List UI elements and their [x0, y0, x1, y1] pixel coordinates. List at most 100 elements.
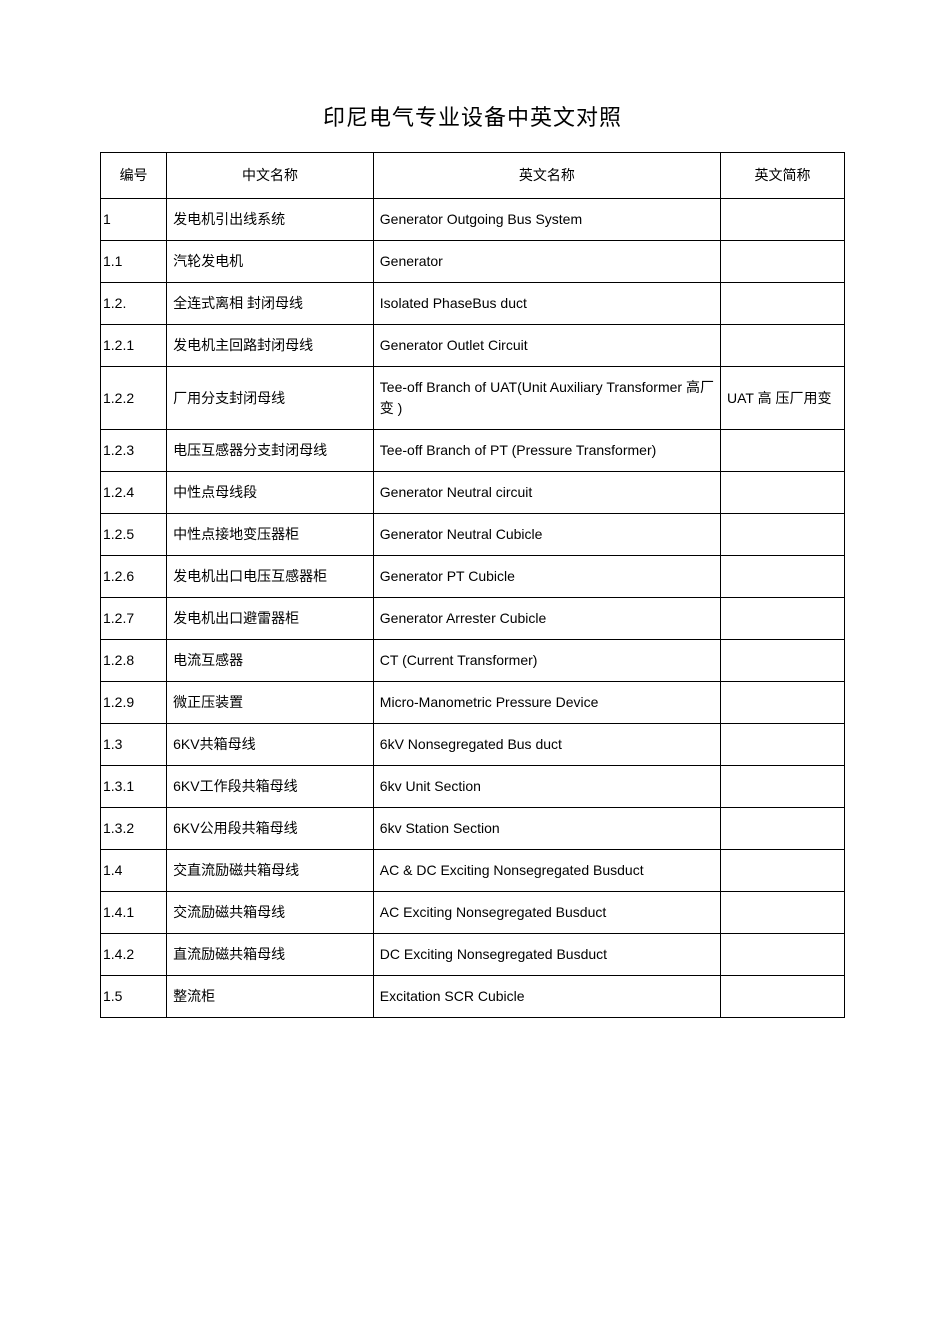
- table-row: 1.4.1 交流励磁共箱母线 AC Exciting Nonsegregated…: [101, 892, 845, 934]
- cell-english: Generator PT Cubicle: [373, 556, 720, 598]
- cell-id: 1.3.1: [101, 766, 167, 808]
- cell-abbrev: [720, 892, 844, 934]
- cell-chinese: 汽轮发电机: [167, 241, 374, 283]
- table-row: 1.3.1 6KV工作段共箱母线 6kv Unit Section: [101, 766, 845, 808]
- cell-english: Generator Outgoing Bus System: [373, 199, 720, 241]
- cell-abbrev: [720, 199, 844, 241]
- table-row: 1.2. 全连式离相 封闭母线 Isolated PhaseBus duct: [101, 283, 845, 325]
- cell-english: 6kv Unit Section: [373, 766, 720, 808]
- cell-abbrev: [720, 325, 844, 367]
- table-row: 1.5 整流柜 Excitation SCR Cubicle: [101, 976, 845, 1018]
- table-row: 1.1 汽轮发电机 Generator: [101, 241, 845, 283]
- cell-english: Isolated PhaseBus duct: [373, 283, 720, 325]
- cell-abbrev: [720, 766, 844, 808]
- table-row: 1.3 6KV共箱母线 6kV Nonsegregated Bus duct: [101, 724, 845, 766]
- cell-id: 1.4.2: [101, 934, 167, 976]
- cell-id: 1: [101, 199, 167, 241]
- cell-abbrev: [720, 724, 844, 766]
- terminology-table: 编号 中文名称 英文名称 英文简称 1 发电机引出线系统 Generator O…: [100, 152, 845, 1018]
- cell-english: Tee-off Branch of UAT(Unit Auxiliary Tra…: [373, 367, 720, 430]
- cell-english: Generator Neutral Cubicle: [373, 514, 720, 556]
- cell-chinese: 微正压装置: [167, 682, 374, 724]
- cell-abbrev: [720, 514, 844, 556]
- table-row: 1.2.7 发电机出口避雷器柜 Generator Arrester Cubic…: [101, 598, 845, 640]
- cell-english: Generator Outlet Circuit: [373, 325, 720, 367]
- cell-abbrev: [720, 850, 844, 892]
- cell-english: Generator: [373, 241, 720, 283]
- cell-id: 1.2.: [101, 283, 167, 325]
- cell-id: 1.2.9: [101, 682, 167, 724]
- cell-chinese: 全连式离相 封闭母线: [167, 283, 374, 325]
- cell-id: 1.2.5: [101, 514, 167, 556]
- cell-chinese: 发电机主回路封闭母线: [167, 325, 374, 367]
- cell-english: DC Exciting Nonsegregated Busduct: [373, 934, 720, 976]
- table-row: 1.3.2 6KV公用段共箱母线 6kv Station Section: [101, 808, 845, 850]
- cell-abbrev: [720, 430, 844, 472]
- cell-abbrev: [720, 241, 844, 283]
- col-header-english: 英文名称: [373, 153, 720, 199]
- cell-chinese: 交流励磁共箱母线: [167, 892, 374, 934]
- cell-chinese: 厂用分支封闭母线: [167, 367, 374, 430]
- cell-chinese: 直流励磁共箱母线: [167, 934, 374, 976]
- cell-id: 1.2.4: [101, 472, 167, 514]
- cell-chinese: 6KV公用段共箱母线: [167, 808, 374, 850]
- table-row: 1.2.9 微正压装置 Micro-Manometric Pressure De…: [101, 682, 845, 724]
- cell-english: Generator Arrester Cubicle: [373, 598, 720, 640]
- cell-english: 6kv Station Section: [373, 808, 720, 850]
- cell-id: 1.2.2: [101, 367, 167, 430]
- cell-abbrev: UAT 高 压厂用变: [720, 367, 844, 430]
- cell-id: 1.2.3: [101, 430, 167, 472]
- cell-chinese: 中性点母线段: [167, 472, 374, 514]
- cell-abbrev: [720, 598, 844, 640]
- table-row: 1.2.3 电压互感器分支封闭母线 Tee-off Branch of PT (…: [101, 430, 845, 472]
- cell-chinese: 电压互感器分支封闭母线: [167, 430, 374, 472]
- table-row: 1.2.1 发电机主回路封闭母线 Generator Outlet Circui…: [101, 325, 845, 367]
- table-header-row: 编号 中文名称 英文名称 英文简称: [101, 153, 845, 199]
- cell-id: 1.2.7: [101, 598, 167, 640]
- cell-chinese: 6KV共箱母线: [167, 724, 374, 766]
- cell-abbrev: [720, 283, 844, 325]
- cell-id: 1.4: [101, 850, 167, 892]
- table-row: 1.2.5 中性点接地变压器柜 Generator Neutral Cubicl…: [101, 514, 845, 556]
- cell-abbrev: [720, 976, 844, 1018]
- cell-english: Excitation SCR Cubicle: [373, 976, 720, 1018]
- cell-chinese: 发电机引出线系统: [167, 199, 374, 241]
- cell-english: Tee-off Branch of PT (Pressure Transform…: [373, 430, 720, 472]
- cell-chinese: 交直流励磁共箱母线: [167, 850, 374, 892]
- table-row: 1 发电机引出线系统 Generator Outgoing Bus System: [101, 199, 845, 241]
- cell-id: 1.5: [101, 976, 167, 1018]
- cell-chinese: 发电机出口电压互感器柜: [167, 556, 374, 598]
- cell-abbrev: [720, 556, 844, 598]
- cell-id: 1.4.1: [101, 892, 167, 934]
- cell-abbrev: [720, 682, 844, 724]
- cell-english: Micro-Manometric Pressure Device: [373, 682, 720, 724]
- cell-chinese: 整流柜: [167, 976, 374, 1018]
- table-row: 1.2.4 中性点母线段 Generator Neutral circuit: [101, 472, 845, 514]
- cell-english: AC & DC Exciting Nonsegregated Busduct: [373, 850, 720, 892]
- col-header-id: 编号: [101, 153, 167, 199]
- table-row: 1.2.8 电流互感器 CT (Current Transformer): [101, 640, 845, 682]
- cell-abbrev: [720, 808, 844, 850]
- cell-id: 1.1: [101, 241, 167, 283]
- cell-english: 6kV Nonsegregated Bus duct: [373, 724, 720, 766]
- col-header-abbrev: 英文简称: [720, 153, 844, 199]
- cell-abbrev: [720, 640, 844, 682]
- cell-chinese: 电流互感器: [167, 640, 374, 682]
- cell-id: 1.2.8: [101, 640, 167, 682]
- cell-english: AC Exciting Nonsegregated Busduct: [373, 892, 720, 934]
- col-header-chinese: 中文名称: [167, 153, 374, 199]
- document-title: 印尼电气专业设备中英文对照: [100, 100, 845, 132]
- cell-id: 1.2.1: [101, 325, 167, 367]
- cell-english: CT (Current Transformer): [373, 640, 720, 682]
- cell-abbrev: [720, 472, 844, 514]
- table-body: 1 发电机引出线系统 Generator Outgoing Bus System…: [101, 199, 845, 1018]
- cell-chinese: 发电机出口避雷器柜: [167, 598, 374, 640]
- cell-abbrev: [720, 934, 844, 976]
- table-row: 1.2.2 厂用分支封闭母线 Tee-off Branch of UAT(Uni…: [101, 367, 845, 430]
- cell-chinese: 中性点接地变压器柜: [167, 514, 374, 556]
- cell-english: Generator Neutral circuit: [373, 472, 720, 514]
- cell-id: 1.3.2: [101, 808, 167, 850]
- table-row: 1.2.6 发电机出口电压互感器柜 Generator PT Cubicle: [101, 556, 845, 598]
- cell-id: 1.2.6: [101, 556, 167, 598]
- cell-id: 1.3: [101, 724, 167, 766]
